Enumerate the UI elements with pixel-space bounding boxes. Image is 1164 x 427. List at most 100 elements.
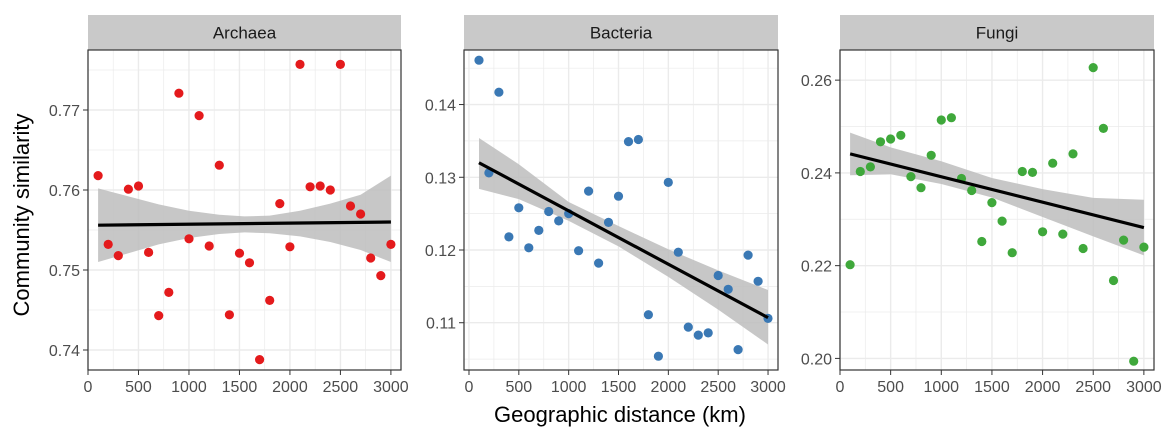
- x-axis-title: Geographic distance (km): [494, 402, 746, 427]
- data-point: [936, 115, 946, 125]
- x-axis-bacteria: 0 500 1000 1500 2000 2500 3000: [465, 370, 786, 396]
- data-point: [703, 328, 713, 338]
- data-point: [845, 260, 855, 270]
- strip-title-bacteria: Bacteria: [590, 24, 653, 43]
- data-point: [1068, 149, 1078, 159]
- data-point: [1048, 158, 1058, 168]
- strip-fungi: [840, 15, 1154, 50]
- panel-bacteria: Bacteria 0 500 1000 1500 2000 2500 3000 0.11 0.12…: [425, 15, 786, 396]
- data-point: [123, 184, 133, 194]
- x-tick-label: 2000: [651, 379, 687, 396]
- data-point: [184, 234, 194, 244]
- data-point: [997, 216, 1007, 226]
- x-tick-label: 2000: [1025, 379, 1061, 396]
- data-point: [1038, 227, 1048, 237]
- strip-title-archaea: Archaea: [213, 24, 277, 43]
- fit-line-bacteria: [478, 161, 769, 320]
- data-point: [865, 162, 876, 172]
- strip-archaea: [88, 15, 401, 50]
- y-tick-label: 0.77: [49, 103, 80, 120]
- data-point: [653, 351, 664, 361]
- panel-border-fungi: [839, 49, 1155, 371]
- data-point: [325, 185, 335, 195]
- data-point: [504, 232, 514, 242]
- data-point: [753, 276, 763, 286]
- data-point: [926, 150, 936, 160]
- data-point: [174, 88, 184, 98]
- data-point: [855, 166, 865, 177]
- data-point: [1108, 275, 1119, 286]
- data-point: [743, 250, 753, 260]
- x-tick-label: 1000: [923, 379, 959, 396]
- data-point: [896, 130, 906, 140]
- data-point: [1129, 356, 1139, 366]
- data-point: [1017, 166, 1027, 177]
- data-point: [574, 246, 584, 256]
- points-archaea: [93, 59, 396, 365]
- data-point: [1098, 123, 1108, 133]
- data-point: [113, 251, 123, 261]
- x-tick-label: 0: [84, 379, 93, 396]
- data-point: [1139, 242, 1149, 252]
- x-tick-label: 1500: [601, 379, 637, 396]
- strip-title-fungi: Fungi: [976, 24, 1019, 43]
- data-point: [514, 203, 524, 213]
- data-point: [265, 295, 275, 305]
- x-tick-label: 0: [836, 379, 845, 396]
- strip-bacteria: [464, 15, 778, 50]
- y-tick-label: 0.12: [425, 243, 456, 260]
- data-point: [345, 201, 356, 211]
- data-point: [886, 134, 896, 144]
- data-point: [693, 330, 703, 340]
- confidence-ribbon-fungi: [850, 132, 1144, 256]
- x-tick-label: 500: [505, 379, 532, 396]
- x-tick-label: 1500: [974, 379, 1010, 396]
- x-tick-label: 3000: [373, 379, 409, 396]
- data-point: [613, 191, 624, 201]
- x-tick-label: 2500: [700, 379, 736, 396]
- data-point: [603, 217, 614, 227]
- x-tick-label: 2000: [272, 379, 308, 396]
- data-point: [633, 134, 644, 145]
- data-point: [1058, 229, 1068, 239]
- x-tick-label: 3000: [750, 379, 786, 396]
- y-tick-label: 0.24: [801, 166, 832, 183]
- data-point: [103, 239, 113, 249]
- data-point: [916, 183, 926, 193]
- y-axis-bacteria: 0.11 0.12 0.13 0.14: [425, 98, 464, 333]
- data-point: [1088, 63, 1098, 73]
- data-point: [1078, 243, 1088, 254]
- data-point: [93, 171, 103, 181]
- data-point: [275, 199, 285, 209]
- x-tick-label: 500: [877, 379, 904, 396]
- x-tick-label: 500: [125, 379, 152, 396]
- y-axis-title: Community similarity: [9, 114, 34, 317]
- fit-line-fungi: [849, 152, 1145, 230]
- data-point: [234, 248, 245, 258]
- data-point: [673, 247, 683, 257]
- y-tick-label: 0.26: [801, 73, 832, 90]
- y-tick-label: 0.13: [425, 170, 456, 187]
- data-point: [1119, 235, 1129, 245]
- y-tick-label: 0.11: [426, 316, 456, 333]
- data-point: [255, 355, 265, 365]
- data-point: [474, 55, 484, 65]
- fit-line-archaea: [98, 220, 391, 227]
- y-axis-archaea: 0.74 0.75 0.76 0.77: [49, 103, 88, 360]
- data-point: [663, 177, 673, 187]
- data-point: [244, 258, 255, 268]
- data-point: [214, 160, 224, 170]
- data-point: [224, 310, 234, 320]
- data-point: [967, 185, 977, 196]
- data-point: [1007, 248, 1017, 258]
- x-axis-fungi: 0 500 1000 1500 2000 2500 3000: [836, 370, 1162, 396]
- data-point: [594, 258, 604, 268]
- data-point: [906, 172, 916, 182]
- data-point: [315, 181, 325, 191]
- data-point: [164, 287, 174, 297]
- data-point: [305, 182, 315, 192]
- y-tick-label: 0.74: [49, 343, 80, 360]
- data-point: [534, 225, 544, 235]
